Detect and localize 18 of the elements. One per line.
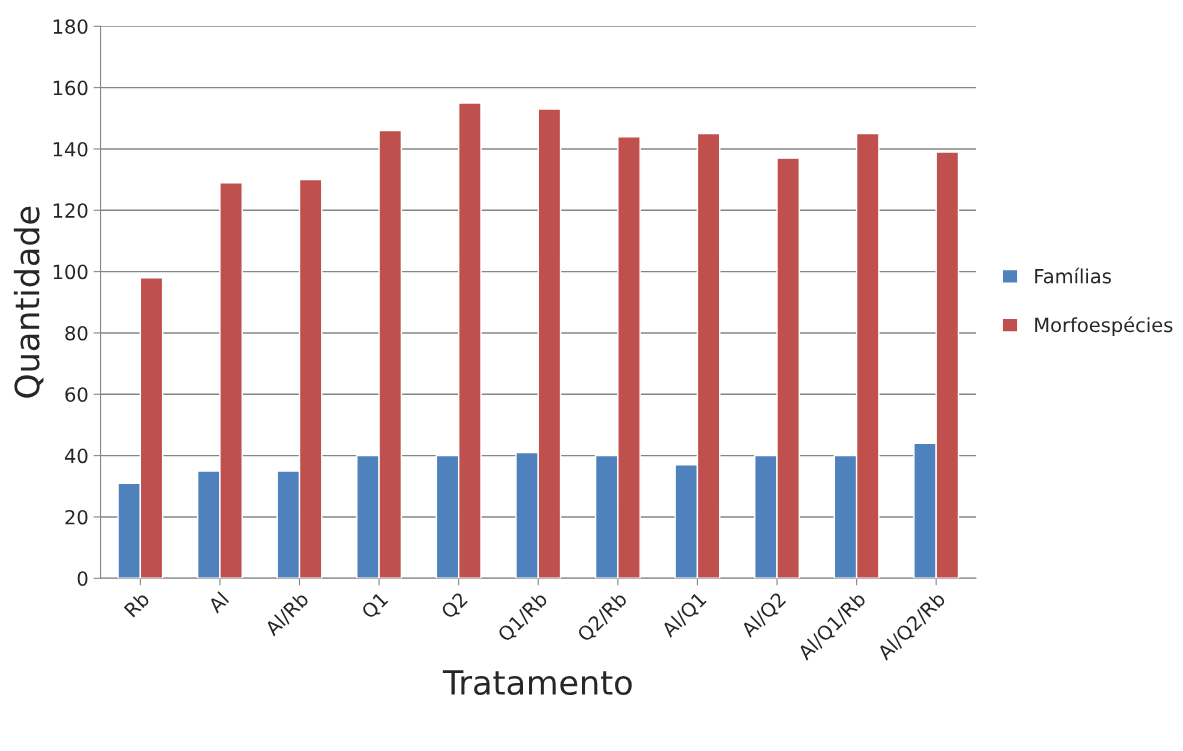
y-tick-label: 0 xyxy=(77,571,88,586)
x-tick-label: Al xyxy=(206,591,230,614)
y-tick-label: 20 xyxy=(65,509,88,525)
x-tick-label: Q1 xyxy=(360,591,391,622)
legend-label: Famílias xyxy=(1035,267,1111,284)
x-tick-label: Rb xyxy=(123,590,151,618)
y-tick-label: 100 xyxy=(53,264,88,280)
x-axis-title: Tratamento xyxy=(442,670,632,696)
y-tick-label: 40 xyxy=(64,448,88,464)
y-tick-label: 160 xyxy=(53,80,88,96)
y-tick-label: 80 xyxy=(65,325,88,341)
legend-label: Morfoespécies xyxy=(1035,316,1173,337)
y-axis-title: Quantidade xyxy=(13,206,44,398)
y-tick-label: 120 xyxy=(53,203,88,218)
y-tick-label: 140 xyxy=(53,141,88,157)
y-tick-label: 60 xyxy=(65,387,88,402)
y-tick-label: 180 xyxy=(53,19,88,34)
x-tick-label: Q2 xyxy=(440,591,470,622)
